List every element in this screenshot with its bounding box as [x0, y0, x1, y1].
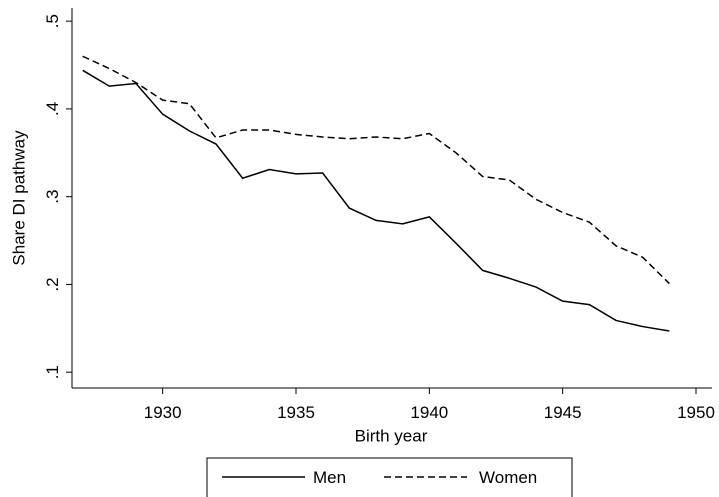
x-tick-label: 1935 — [277, 403, 315, 422]
legend-label: Women — [479, 468, 537, 487]
y-tick-label: .2 — [43, 277, 62, 291]
y-tick-label: .5 — [43, 14, 62, 28]
y-axis-title: Share DI pathway — [9, 130, 28, 266]
x-tick-label: 1930 — [144, 403, 182, 422]
y-tick-label: .3 — [43, 190, 62, 204]
y-tick-label: .4 — [43, 102, 62, 116]
line-series — [82, 69, 670, 332]
x-tick-label: 1945 — [544, 403, 582, 422]
y-tick-label: .1 — [43, 365, 62, 379]
x-tick-label: 1950 — [677, 403, 715, 422]
legend-label: Men — [313, 468, 346, 487]
x-tick-label: 1940 — [410, 403, 448, 422]
x-axis-title: Birth year — [355, 426, 428, 445]
line-series — [82, 55, 670, 285]
